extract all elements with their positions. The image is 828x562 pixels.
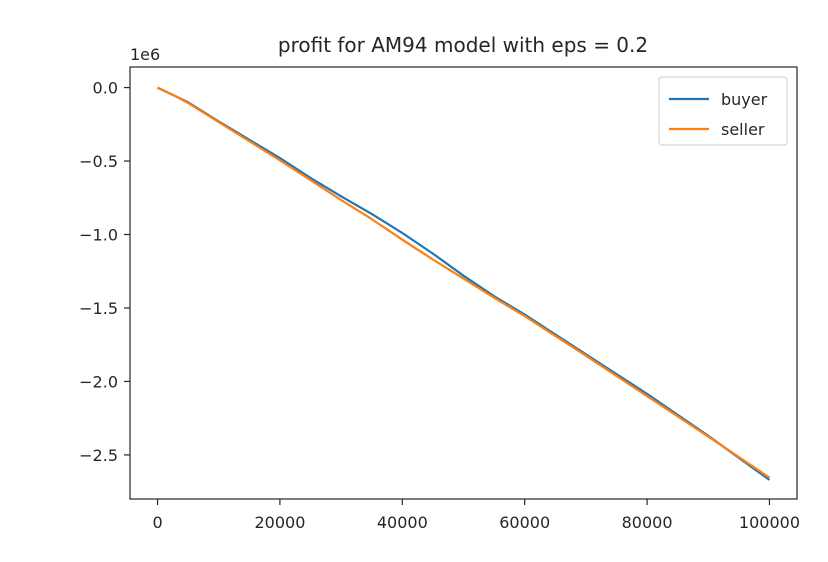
legend-label-buyer: buyer bbox=[721, 90, 768, 109]
x-tick-label: 0 bbox=[152, 513, 162, 532]
y-tick-label: 0.0 bbox=[93, 79, 118, 98]
x-tick-label: 80000 bbox=[622, 513, 673, 532]
x-tick-label: 60000 bbox=[499, 513, 550, 532]
y-tick-label: −0.5 bbox=[79, 152, 118, 171]
y-tick-label: −2.0 bbox=[79, 372, 118, 391]
y-offset-label: 1e6 bbox=[130, 45, 160, 64]
plot-area bbox=[157, 86, 771, 481]
series-line-buyer bbox=[157, 86, 771, 481]
x-tick-label: 100000 bbox=[739, 513, 800, 532]
y-tick-label: −2.5 bbox=[79, 446, 118, 465]
x-axis: 0 20000 40000 60000 80000 100000 bbox=[152, 499, 800, 532]
axes-frame bbox=[129, 66, 798, 500]
x-tick-label: 40000 bbox=[377, 513, 428, 532]
y-tick-label: −1.0 bbox=[79, 226, 118, 245]
x-tick-label: 20000 bbox=[254, 513, 305, 532]
legend: buyer seller bbox=[658, 76, 788, 146]
legend-label-seller: seller bbox=[721, 120, 765, 139]
y-axis: 0.0 −0.5 −1.0 −1.5 −2.0 −2.5 bbox=[79, 79, 130, 465]
chart-title: profit for AM94 model with eps = 0.2 bbox=[278, 33, 648, 57]
y-tick-label: −1.5 bbox=[79, 299, 118, 318]
series-line-seller bbox=[157, 86, 771, 479]
